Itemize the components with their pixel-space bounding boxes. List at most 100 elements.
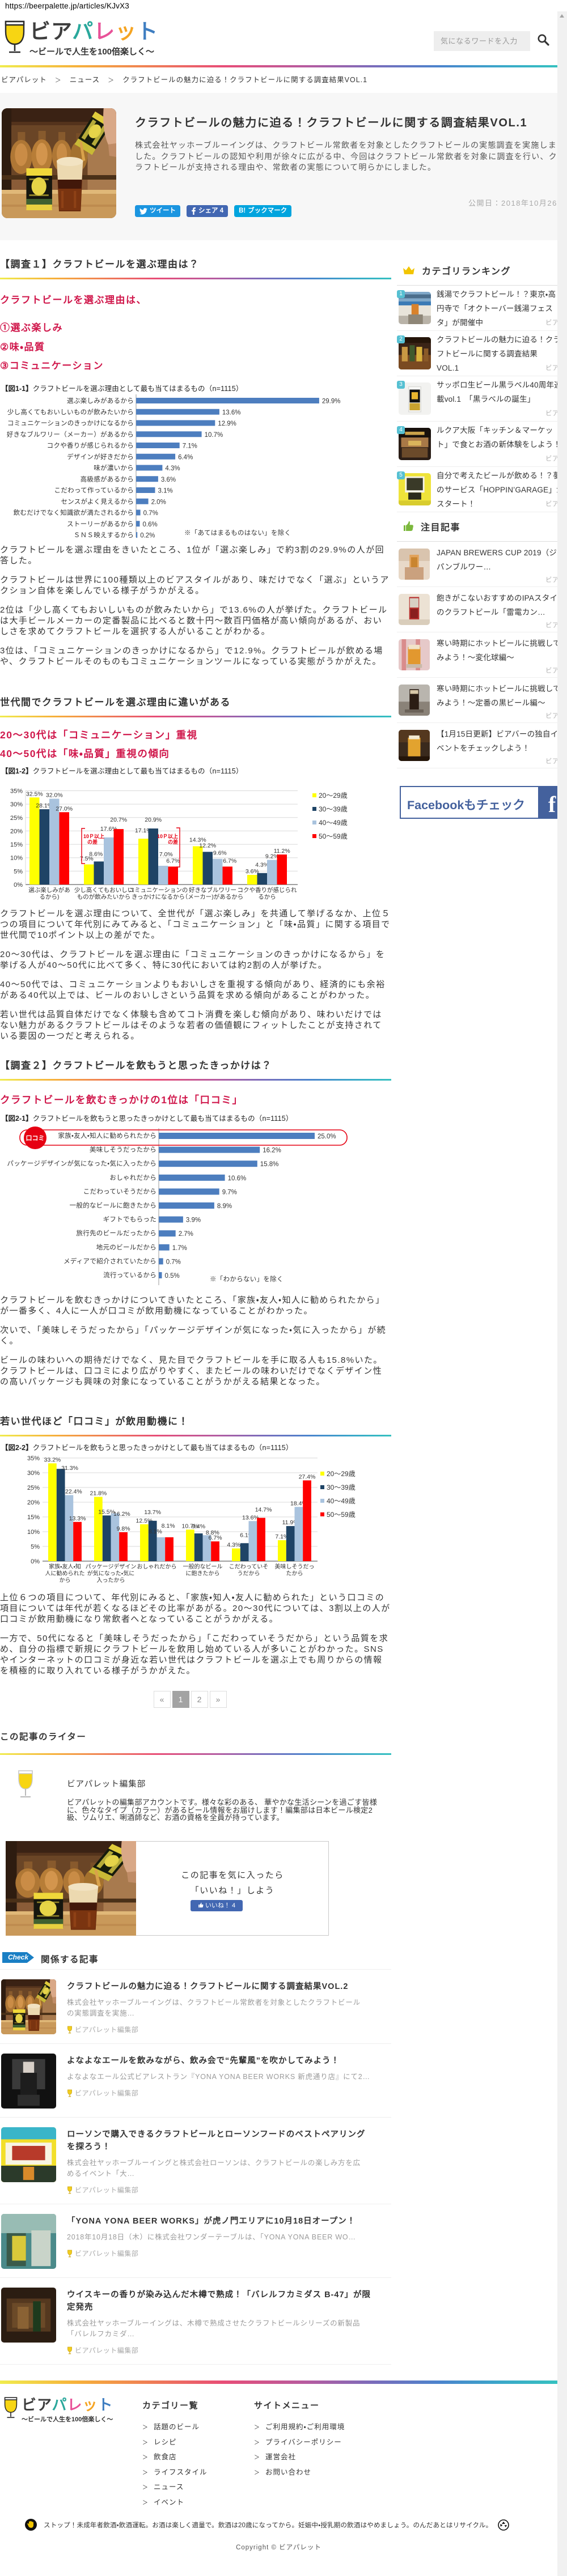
svg-text:少し高くてもおいしいものが飲みたいから: 少し高くてもおいしいものが飲みたいから [7, 407, 134, 415]
svg-text:の差: の差 [168, 839, 178, 845]
svg-text:好きなブルワリー: 好きなブルワリー [189, 886, 236, 894]
svg-text:25%: 25% [27, 1485, 40, 1491]
svg-text:から: から [60, 1577, 71, 1584]
svg-text:3.1%: 3.1% [158, 487, 173, 494]
svg-text:旅行先のビールだったから: 旅行先のビールだったから [76, 1230, 156, 1237]
svg-text:12.2%: 12.2% [199, 842, 216, 849]
svg-text:50〜59歳: 50〜59歳 [327, 1511, 356, 1519]
svg-text:こだわっていそうだから: こだわっていそうだから [83, 1188, 156, 1195]
svg-text:3.9%: 3.9% [186, 1217, 201, 1224]
svg-text:16.2%: 16.2% [113, 1511, 130, 1517]
svg-text:20%: 20% [10, 828, 23, 835]
svg-text:地元のビールだから: 地元のビールだから [96, 1244, 156, 1251]
svg-text:センスがよく見えるから: センスがよく見えるから [61, 497, 134, 505]
svg-text:29.9%: 29.9% [322, 398, 341, 405]
svg-text:10.7%: 10.7% [182, 1523, 199, 1529]
svg-text:デザインが好きだから: デザインが好きだから [67, 452, 134, 460]
svg-text:ギフトでもらった: ギフトでもらった [103, 1216, 156, 1223]
svg-text:（メーカー)があるから: （メーカー)があるから [182, 893, 244, 900]
svg-text:40〜49歳: 40〜49歳 [319, 819, 348, 827]
svg-text:の差: の差 [87, 839, 98, 845]
svg-text:たから: たから [286, 1570, 303, 1577]
svg-text:13.6%: 13.6% [242, 1514, 259, 1521]
svg-text:32.0%: 32.0% [46, 792, 63, 798]
svg-text:10%: 10% [27, 1529, 40, 1536]
svg-text:コミュニケーションのきっかけになるから: コミュニケーションのきっかけになるから [7, 419, 134, 427]
svg-text:27.0%: 27.0% [56, 805, 73, 812]
svg-text:15%: 15% [10, 841, 23, 848]
svg-text:0%: 0% [31, 1558, 40, 1565]
svg-text:こだわっていそ: こだわっていそ [229, 1563, 269, 1570]
svg-text:好きなブルワリー（メーカー）があるから: 好きなブルワリー（メーカー）があるから [7, 430, 134, 438]
svg-text:選ぶ楽しみがあ: 選ぶ楽しみがあ [28, 886, 70, 894]
svg-text:12.9%: 12.9% [218, 420, 236, 427]
svg-text:30%: 30% [27, 1470, 40, 1477]
svg-text:0.7%: 0.7% [166, 1259, 181, 1265]
svg-text:口コミ: 口コミ [26, 1134, 45, 1142]
svg-text:5%: 5% [31, 1544, 40, 1550]
svg-text:2.0%: 2.0% [151, 499, 166, 505]
svg-text:メディアで紹介されていたから: メディアで紹介されていたから [64, 1257, 156, 1265]
svg-text:7.1%: 7.1% [275, 1533, 289, 1540]
svg-text:40〜49歳: 40〜49歳 [327, 1497, 356, 1505]
svg-text:パッケージデザイン: パッケージデザイン [86, 1563, 137, 1570]
svg-text:高級感があるから: 高級感があるから [81, 475, 134, 483]
svg-text:に飽きたから: に飽きたから [186, 1570, 220, 1577]
svg-text:8.1%: 8.1% [149, 1528, 162, 1535]
svg-text:6.4%: 6.4% [178, 454, 193, 461]
svg-text:33.2%: 33.2% [44, 1456, 61, 1463]
svg-text:10%: 10% [10, 855, 23, 861]
svg-text:13.7%: 13.7% [144, 1509, 161, 1516]
svg-text:35%: 35% [27, 1455, 40, 1462]
svg-text:14.7%: 14.7% [255, 1507, 272, 1514]
svg-text:15%: 15% [27, 1514, 40, 1521]
svg-text:9.6%: 9.6% [213, 849, 227, 856]
svg-text:0.2%: 0.2% [140, 532, 155, 539]
svg-text:14.3%: 14.3% [189, 836, 206, 843]
svg-text:0.6%: 0.6% [143, 521, 158, 528]
svg-text:13.6%: 13.6% [222, 409, 241, 416]
svg-text:28.1%: 28.1% [36, 802, 53, 809]
svg-text:9.8%: 9.8% [117, 1525, 130, 1532]
svg-text:一般的なビールに飽きたから: 一般的なビールに飽きたから [70, 1201, 156, 1209]
svg-text:味が濃いから: 味が濃いから [94, 464, 134, 471]
svg-text:一般的なビール: 一般的なビール [183, 1563, 223, 1570]
svg-text:コクや香りが感じられるから: コクや香りが感じられるから [47, 441, 134, 449]
svg-text:3.6%: 3.6% [161, 476, 176, 483]
svg-text:16.2%: 16.2% [263, 1147, 281, 1154]
svg-text:27.4%: 27.4% [299, 1474, 316, 1481]
svg-text:25%: 25% [10, 814, 23, 821]
svg-text:10Ｐ以上: 10Ｐ以上 [157, 833, 178, 839]
svg-text:30〜39歳: 30〜39歳 [327, 1483, 356, 1491]
svg-text:4.3%: 4.3% [165, 465, 180, 472]
svg-text:ストーリーがあるから: ストーリーがあるから [67, 520, 134, 528]
svg-text:おしゃれだから: おしゃれだから [109, 1174, 156, 1181]
svg-text:4.3%: 4.3% [255, 861, 269, 868]
svg-text:美味しそうだったから: 美味しそうだったから [90, 1146, 156, 1154]
svg-text:20〜29歳: 20〜29歳 [319, 792, 348, 800]
svg-text:8.1%: 8.1% [162, 1523, 175, 1529]
svg-text:17.6%: 17.6% [100, 825, 117, 832]
svg-text:13.3%: 13.3% [69, 1515, 86, 1522]
svg-text:ものが飲みたいから: ものが飲みたいから [77, 893, 131, 900]
svg-text:うだから: うだから [238, 1570, 260, 1577]
svg-text:4.3%: 4.3% [227, 1542, 240, 1549]
svg-text:35%: 35% [10, 788, 23, 794]
svg-text:20%: 20% [27, 1499, 40, 1506]
svg-text:9.4%: 9.4% [192, 1523, 205, 1530]
svg-text:6.7%: 6.7% [209, 1534, 222, 1541]
svg-text:選ぶ楽しみがあるから: 選ぶ楽しみがあるから [67, 397, 134, 405]
svg-text:11.9%: 11.9% [282, 1519, 299, 1526]
svg-text:るから): るから) [40, 894, 60, 900]
svg-text:20.9%: 20.9% [145, 817, 162, 823]
svg-text:0%: 0% [14, 882, 23, 889]
svg-text:8.8%: 8.8% [206, 1529, 219, 1536]
svg-text:31.3%: 31.3% [61, 1465, 78, 1472]
svg-text:50〜59歳: 50〜59歳 [319, 832, 348, 840]
svg-text:コミュニケーションの: コミュニケーションの [129, 887, 188, 894]
svg-text:21.8%: 21.8% [90, 1490, 107, 1497]
svg-text:コクや香りが感じられ: コクや香りが感じられ [238, 886, 297, 894]
svg-text:9.2%: 9.2% [265, 853, 279, 860]
svg-text:8.6%: 8.6% [89, 851, 103, 857]
svg-text:7.0%: 7.0% [159, 851, 173, 857]
